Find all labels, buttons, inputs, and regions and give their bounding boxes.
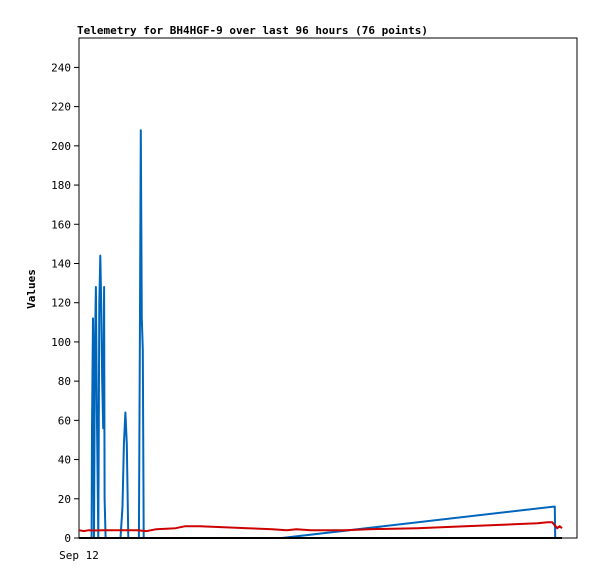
y-tick-label: 140 [51, 257, 71, 270]
y-tick-label: 100 [51, 336, 71, 349]
y-tick-label: 20 [58, 493, 71, 506]
y-tick-label: 160 [51, 218, 71, 231]
y-tick-label: 120 [51, 297, 71, 310]
x-tick-label: Sep 12 [59, 549, 99, 562]
y-tick-label: 220 [51, 101, 71, 114]
y-axis: 0 20 40 60 80 100 120 140 160 180 200 220 240 [51, 61, 79, 545]
y-tick-label: 200 [51, 140, 71, 153]
y-tick-label: 80 [58, 375, 71, 388]
y-tick-label: 0 [64, 532, 71, 545]
series-line-2 [78, 521, 563, 533]
y-tick-label: 180 [51, 179, 71, 192]
x-axis: Sep 12 [59, 549, 99, 562]
y-tick-label: 240 [51, 61, 71, 74]
chart-title: Telemetry for BH4HGF-9 over last 96 hour… [77, 24, 428, 37]
y-tick-label: 40 [58, 454, 71, 467]
y-axis-label: Values [25, 269, 38, 309]
plot-frame [78, 37, 578, 539]
y-tick-label: 60 [58, 414, 71, 427]
